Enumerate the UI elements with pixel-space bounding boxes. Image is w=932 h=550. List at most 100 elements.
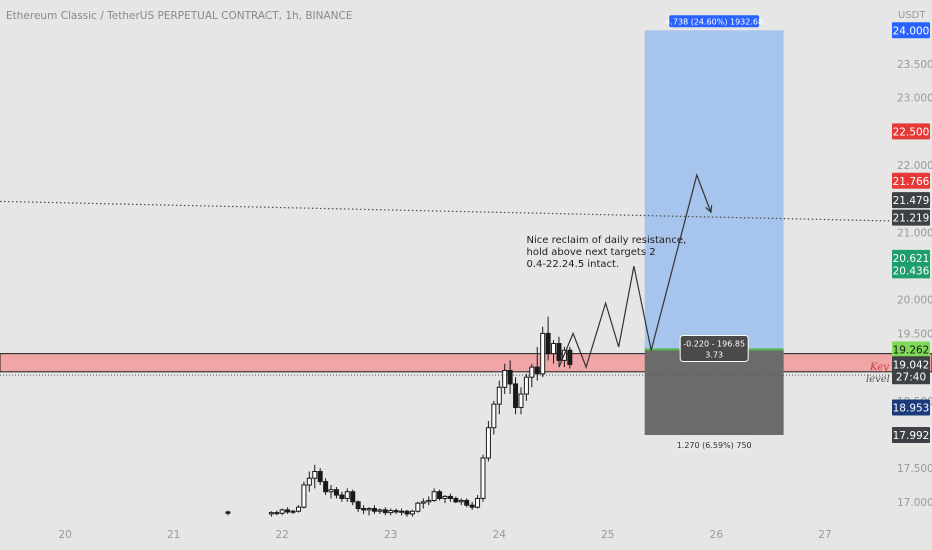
price-tag-label: 21.479 (893, 195, 930, 207)
price-tag-countdown: 27:40 (896, 371, 926, 383)
candle (556, 336, 562, 368)
candle (377, 508, 383, 514)
y-tick-label: 22.000 (897, 160, 932, 172)
candle-body (496, 386, 502, 405)
candle (295, 505, 301, 513)
price-tag-bg (892, 262, 930, 279)
target-label-bg (669, 15, 760, 28)
candle (366, 507, 372, 516)
position-info-bg (679, 334, 749, 362)
price-tag: 21.219 (892, 209, 930, 226)
candle (317, 468, 323, 485)
x-tick-label: 25 (601, 529, 614, 541)
candle (361, 505, 367, 514)
candle (567, 346, 573, 369)
x-tick-label: 26 (710, 529, 724, 541)
stop-label-text: 1.270 (6.59%) 750 (677, 441, 752, 450)
candle-body (556, 343, 562, 361)
candle (279, 508, 285, 516)
candle-body (312, 471, 318, 479)
candle-body (268, 512, 274, 515)
price-tag-label: 18.953 (893, 403, 930, 415)
candle-body (306, 477, 312, 486)
candle (355, 500, 361, 512)
candle (545, 316, 551, 361)
candle-body (409, 510, 415, 515)
candle (496, 380, 502, 415)
candle-body (399, 510, 405, 513)
candle-body (274, 512, 280, 515)
candle (464, 498, 470, 508)
x-tick-label: 22 (276, 529, 289, 541)
target-label: 4.738 (24.60%) 1932.68 (665, 15, 763, 28)
candle (301, 481, 307, 509)
candle-body (464, 499, 470, 506)
candle-body (545, 332, 551, 355)
candle-body (442, 495, 448, 499)
position-info-line-1: -0.220 - 196.85 (683, 339, 745, 348)
candle-body (295, 506, 301, 512)
price-tag: 22.500 (892, 123, 930, 140)
price-tag-bg (892, 172, 930, 189)
candle (518, 387, 524, 415)
candle-body (355, 501, 361, 510)
candle (475, 495, 481, 509)
price-tag-label: 19.262 (893, 344, 930, 356)
price-tag: 19.262 (892, 341, 930, 358)
y-axis[interactable]: 17.00017.50018.50019.50020.00021.00022.0… (892, 22, 932, 509)
price-tag-bg (892, 209, 930, 226)
candle-body (225, 511, 231, 514)
x-axis: 20 21 22 23 24 25 26 27 (58, 529, 831, 541)
candle (485, 420, 491, 462)
candle (426, 496, 432, 506)
candle (523, 373, 529, 401)
candles-layer (225, 316, 573, 517)
candle (551, 340, 557, 364)
projection-arrowhead (705, 205, 713, 214)
candle (502, 363, 508, 395)
position-info-label: -0.220 - 196.85 3.73 (679, 334, 749, 362)
candle (393, 508, 399, 514)
candle (290, 509, 296, 514)
y-tick-label: 23.500 (897, 59, 932, 71)
candle-body (518, 393, 524, 409)
price-tag-bg (892, 356, 930, 385)
target-label-text: 4.738 (24.60%) 1932.68 (665, 17, 763, 26)
candle (469, 501, 475, 510)
key-level-zone (0, 353, 932, 373)
candle-body (540, 332, 546, 375)
candle-body (426, 499, 432, 503)
levels-layer (0, 200, 891, 376)
candle (268, 511, 274, 517)
candle-body (290, 510, 296, 513)
annotation-line: 0.4-22.24.5 intact. (527, 259, 620, 270)
y-tick-label: 21.000 (897, 227, 932, 239)
candle-body (328, 489, 334, 493)
candle-body (388, 510, 394, 514)
x-tick-label: 27 (818, 529, 831, 541)
y-tick-label: 23.000 (897, 93, 932, 105)
candle-body (567, 349, 573, 365)
price-tag: 20.436 (892, 262, 930, 279)
candle-body (377, 509, 383, 512)
candle-body (366, 508, 372, 511)
candle (534, 346, 540, 381)
candle-body (447, 495, 453, 499)
candle (306, 471, 312, 492)
candle-body (437, 491, 443, 499)
candle-body (350, 491, 356, 503)
price-tag-label: 22.500 (893, 126, 930, 138)
candle (339, 491, 345, 502)
y-tick-label: 17.500 (897, 463, 932, 475)
symbol-title: Ethereum Classic / TetherUS PERPETUAL CO… (6, 10, 353, 22)
stop-zone (644, 349, 784, 435)
price-tag: 24.000 (892, 22, 930, 39)
price-tag-label: 20.436 (893, 265, 930, 277)
price-tag-bg (892, 426, 930, 443)
stop-label-bg (678, 437, 751, 452)
candle (328, 484, 334, 499)
candle (285, 507, 291, 514)
candle (333, 486, 339, 499)
position-layer[interactable]: 4.738 (24.60%) 1932.68 1.270 (6.59%) 750 -… (644, 15, 784, 452)
